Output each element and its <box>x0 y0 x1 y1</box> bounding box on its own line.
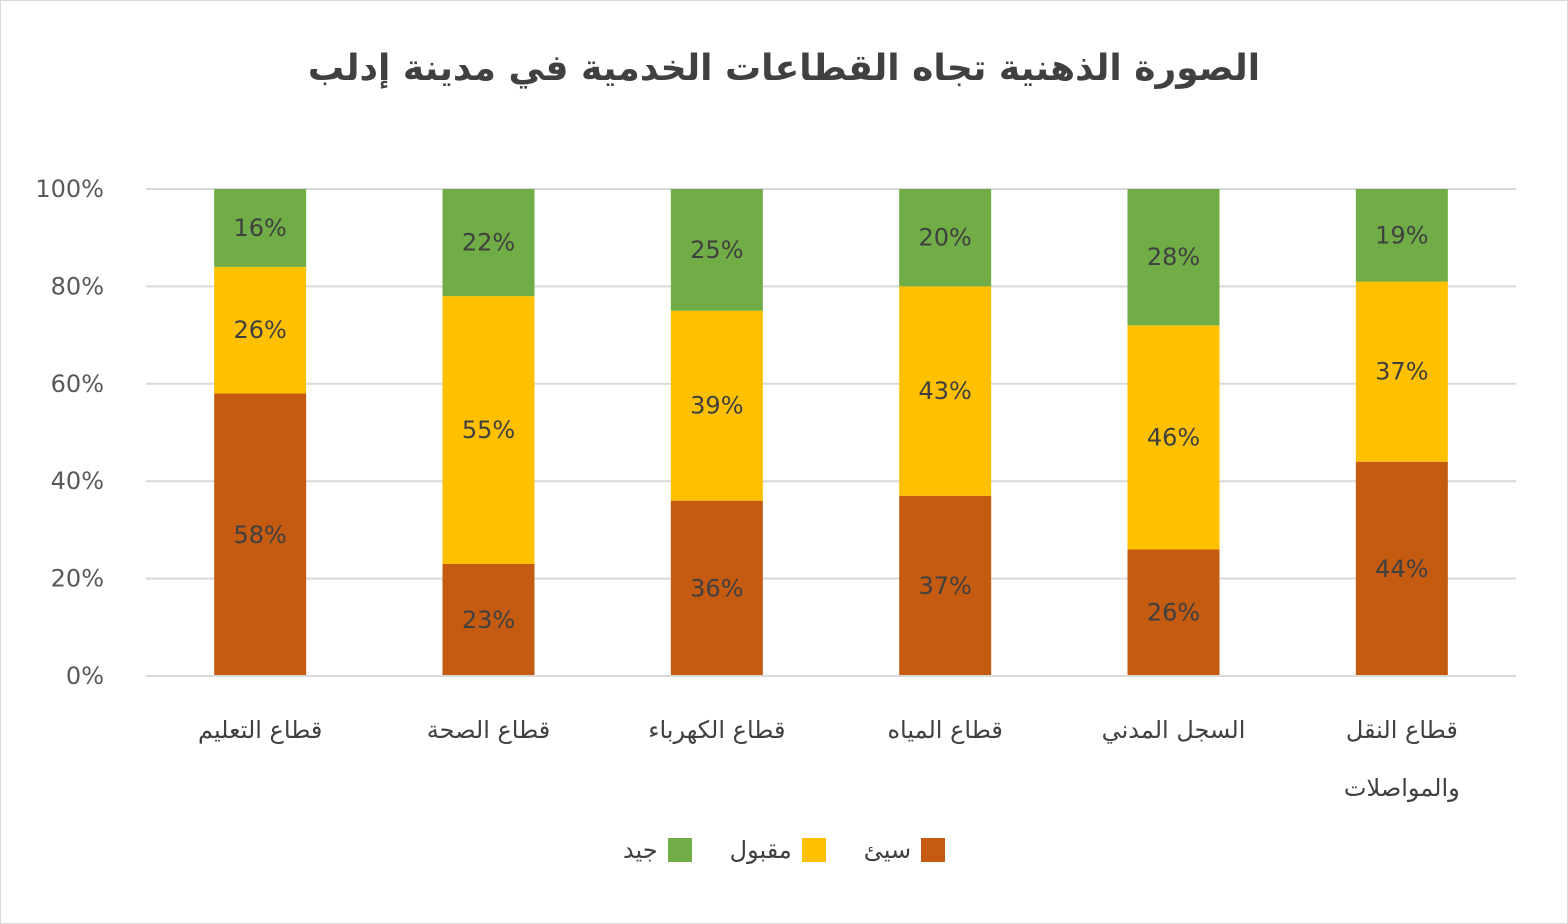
data-label: 16% <box>233 214 286 242</box>
data-label: 58% <box>233 521 286 549</box>
bar-segment <box>670 189 763 311</box>
legend-item: جيد <box>623 836 692 864</box>
y-tick-label: 60% <box>51 370 104 398</box>
legend-label: مقبول <box>729 836 792 864</box>
bar-segment <box>442 189 535 297</box>
chart-title: الصورة الذهنية تجاه القطاعات الخدمية في … <box>307 48 1261 89</box>
category-label: قطاع الكهرباء <box>648 716 785 744</box>
bar-segment <box>1127 189 1220 326</box>
legend-item: مقبول <box>730 836 826 864</box>
bar-segment <box>442 296 535 564</box>
category-label: والمواصلات <box>1344 774 1460 802</box>
y-tick-label: 80% <box>51 272 104 300</box>
bar-segment <box>1355 189 1448 282</box>
y-tick-label: 100% <box>35 175 104 203</box>
data-label: 19% <box>1375 221 1428 249</box>
data-label: 28% <box>1147 243 1200 271</box>
bar-segment <box>214 189 307 267</box>
category-label: قطاع المياه <box>887 716 1002 744</box>
bar-segment <box>1127 549 1220 676</box>
data-label: 22% <box>462 229 515 257</box>
data-label: 37% <box>1375 358 1428 386</box>
bar-segment <box>214 266 307 394</box>
data-label: 20% <box>918 224 971 252</box>
legend-item: سيئ <box>863 836 946 864</box>
bar-segment <box>1355 461 1448 676</box>
legend-swatch <box>801 838 826 862</box>
data-label: 26% <box>1147 599 1200 627</box>
bar-segment <box>899 286 992 496</box>
bar-segment <box>1355 281 1448 462</box>
category-label: قطاع النقل <box>1346 716 1458 744</box>
y-tick-label: 40% <box>51 467 104 495</box>
y-tick-label: 20% <box>51 565 104 593</box>
legend-swatch <box>921 838 946 862</box>
data-label: 46% <box>1147 423 1200 451</box>
chart-legend: سيئ مقبول جيد <box>0 836 1568 864</box>
bar-segment <box>899 495 992 676</box>
data-label: 39% <box>690 392 743 420</box>
category-label: السجل المدني <box>1102 716 1246 744</box>
bar-segment <box>899 189 992 287</box>
legend-label: سيئ <box>863 836 912 864</box>
bar-segment <box>214 393 307 676</box>
data-label: 55% <box>462 416 515 444</box>
data-label: 23% <box>462 606 515 634</box>
bar-segment <box>670 310 763 501</box>
category-label: قطاع التعليم <box>198 716 322 744</box>
category-label: قطاع الصحة <box>427 716 551 744</box>
bar-segment <box>670 500 763 676</box>
data-label: 36% <box>690 574 743 602</box>
data-label: 43% <box>918 377 971 405</box>
legend-swatch <box>667 838 692 862</box>
bar-segment <box>1127 325 1220 550</box>
data-label: 44% <box>1375 555 1428 583</box>
bar-segment <box>442 563 535 676</box>
data-label: 26% <box>233 316 286 344</box>
data-label: 37% <box>918 572 971 600</box>
data-label: 25% <box>690 236 743 264</box>
legend-label: جيد <box>622 836 658 864</box>
y-tick-label: 0% <box>66 662 104 690</box>
